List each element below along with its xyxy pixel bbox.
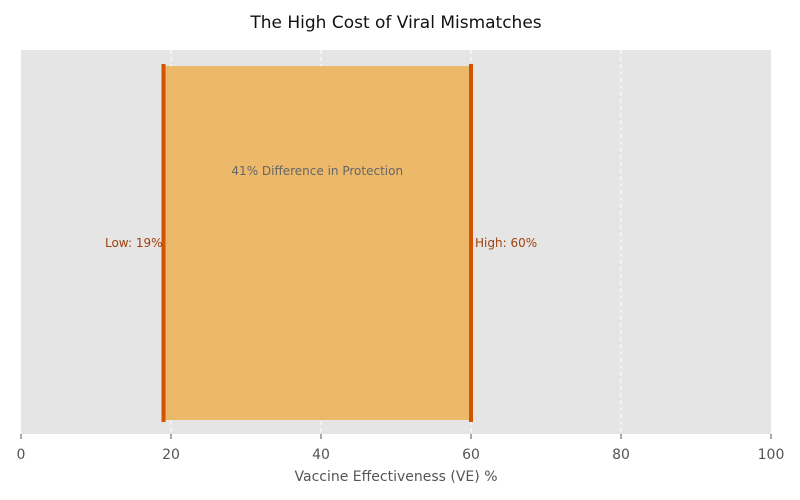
x-tick-label: 60 xyxy=(462,447,480,463)
difference-label: 41% Difference in Protection xyxy=(231,164,403,178)
low-bound-label: Low: 19% xyxy=(105,236,163,250)
ve-range-bar xyxy=(163,66,471,420)
x-tick-label: 20 xyxy=(162,447,180,463)
x-tick-label: 0 xyxy=(17,447,26,463)
x-tick-label: 80 xyxy=(612,447,630,463)
x-axis-label: Vaccine Effectiveness (VE) % xyxy=(295,469,498,485)
x-tick-label: 40 xyxy=(312,447,330,463)
chart-title: The High Cost of Viral Mismatches xyxy=(249,13,541,33)
x-tick-label: 100 xyxy=(758,447,785,463)
high-bound-label: High: 60% xyxy=(475,236,537,250)
x-axis-ticks: 0 20 40 60 80 100 xyxy=(17,434,785,463)
